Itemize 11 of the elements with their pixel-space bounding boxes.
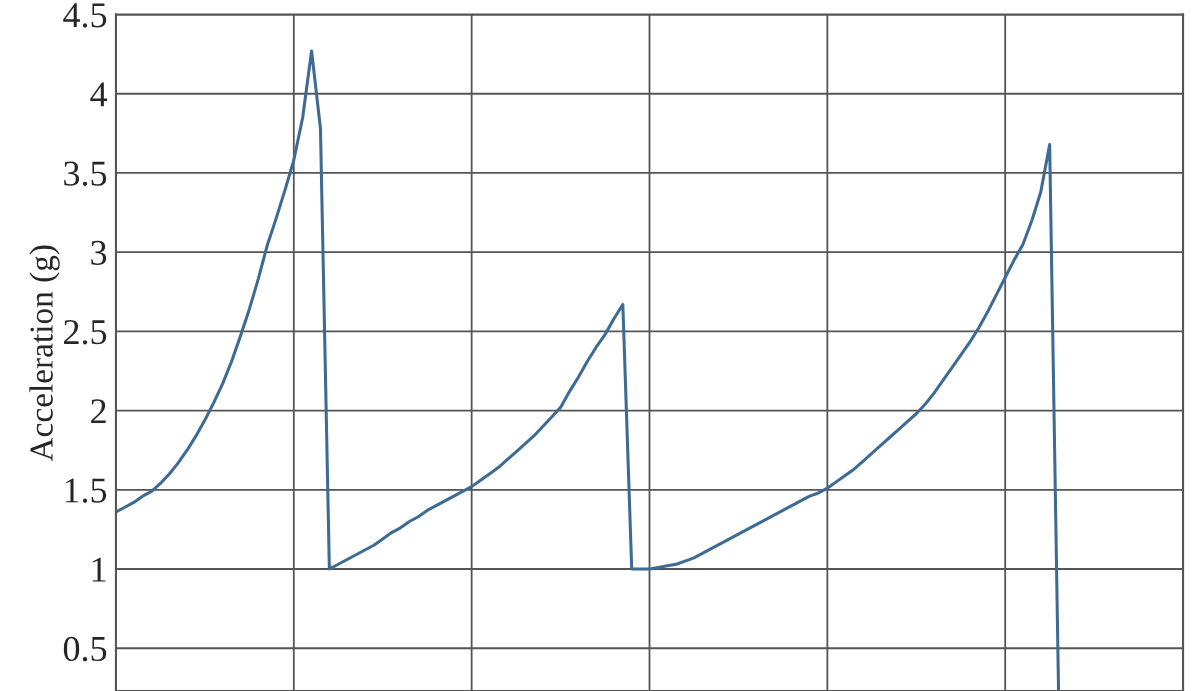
y-tick-label: 1.5 — [65, 478, 107, 503]
y-tick-label: 3.5 — [64, 161, 107, 186]
line-series — [115, 49, 1061, 691]
y-tick-label: 4 — [90, 82, 108, 107]
y-tick-label: 1 — [92, 557, 106, 582]
y-tick-label: 0.5 — [63, 636, 107, 662]
y-tick-label: 2 — [91, 399, 106, 424]
y-tick-label: 2.5 — [64, 319, 107, 345]
y-axis-title: Acceleration (g) — [29, 245, 60, 462]
y-tick-label: 3 — [91, 240, 107, 266]
y-tick-label: 4.5 — [63, 3, 107, 28]
